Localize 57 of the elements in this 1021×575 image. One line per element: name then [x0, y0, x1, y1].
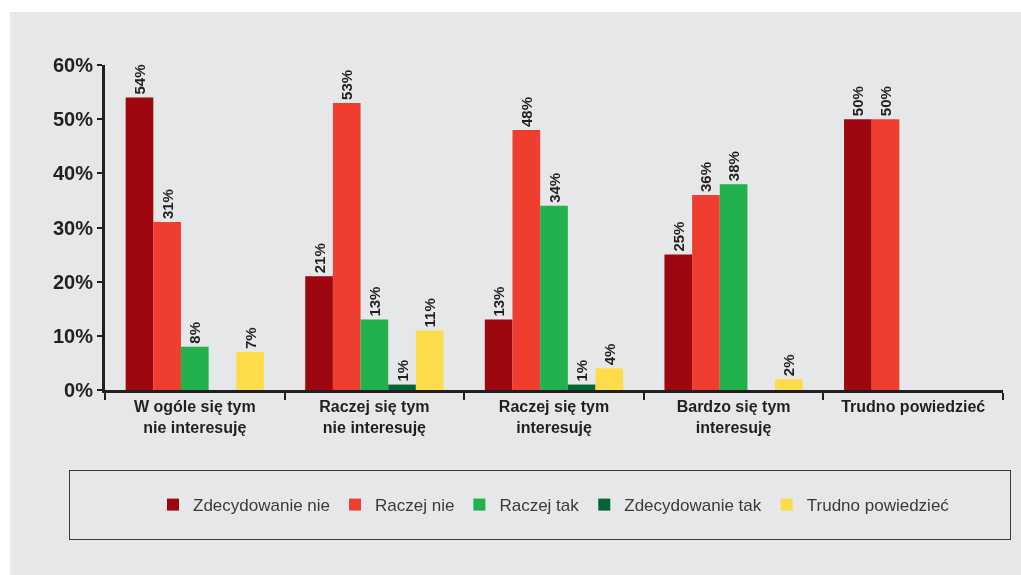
bar — [719, 184, 748, 390]
data-label: 8% — [186, 321, 204, 344]
x-tick-label: W ogóle się tym nie interesuję — [133, 398, 256, 436]
bar — [512, 130, 541, 390]
bar — [236, 352, 264, 390]
data-label: 54% — [130, 64, 148, 95]
data-label: 4% — [600, 343, 618, 366]
bar — [844, 119, 872, 390]
y-tick-label: 0% — [64, 379, 94, 401]
x-tick-label: Raczej się tym interesuję — [498, 398, 610, 436]
data-label: 34% — [545, 172, 563, 203]
y-tick-label: 50% — [52, 108, 94, 131]
y-tick-label: 20% — [52, 270, 94, 293]
y-tick-label: 60% — [52, 54, 94, 76]
legend-label: Zdecydowanie tak — [624, 496, 762, 516]
bar — [871, 119, 900, 390]
bar — [388, 384, 416, 390]
bar — [484, 319, 513, 390]
data-label: 7% — [241, 327, 259, 350]
data-label: 13% — [490, 286, 508, 317]
y-tick-label: 10% — [52, 324, 94, 347]
bar — [125, 97, 154, 390]
bar — [595, 368, 624, 390]
data-label: 31% — [158, 189, 176, 220]
x-tick-label: Trudno powiedzieć — [841, 398, 986, 416]
data-label: 53% — [338, 69, 356, 100]
bar — [180, 346, 209, 390]
bar — [415, 330, 444, 390]
data-label: 48% — [517, 96, 535, 127]
legend-label: Raczej nie — [375, 496, 455, 516]
data-label: 50% — [849, 86, 867, 117]
data-label: 11% — [421, 298, 439, 328]
bar — [540, 205, 568, 390]
data-label: 36% — [697, 161, 715, 192]
bar — [567, 384, 596, 390]
bar — [775, 379, 803, 390]
bar — [692, 195, 720, 390]
data-label: 13% — [365, 286, 383, 317]
bar — [360, 319, 389, 390]
x-tick-label: Bardzo się tym interesuję — [676, 398, 791, 436]
data-label: 1% — [573, 359, 591, 382]
bar — [305, 276, 333, 390]
data-label: 1% — [393, 359, 411, 382]
y-tick-label: 30% — [52, 216, 94, 239]
data-label: 38% — [725, 151, 743, 182]
legend-label: Trudno powiedzieć — [806, 496, 950, 516]
bar — [153, 222, 181, 390]
x-tick-label: Raczej się tym nie interesuję — [319, 398, 430, 436]
legend-label: Zdecydowanie nie — [193, 496, 331, 516]
data-label: 50% — [877, 86, 895, 117]
data-label: 25% — [669, 221, 687, 252]
data-label: 2% — [780, 354, 798, 377]
bar — [664, 254, 693, 390]
y-tick-label: 40% — [52, 162, 94, 185]
legend-label: Raczej tak — [499, 496, 580, 516]
data-label: 21% — [310, 243, 328, 274]
bar — [332, 102, 361, 390]
